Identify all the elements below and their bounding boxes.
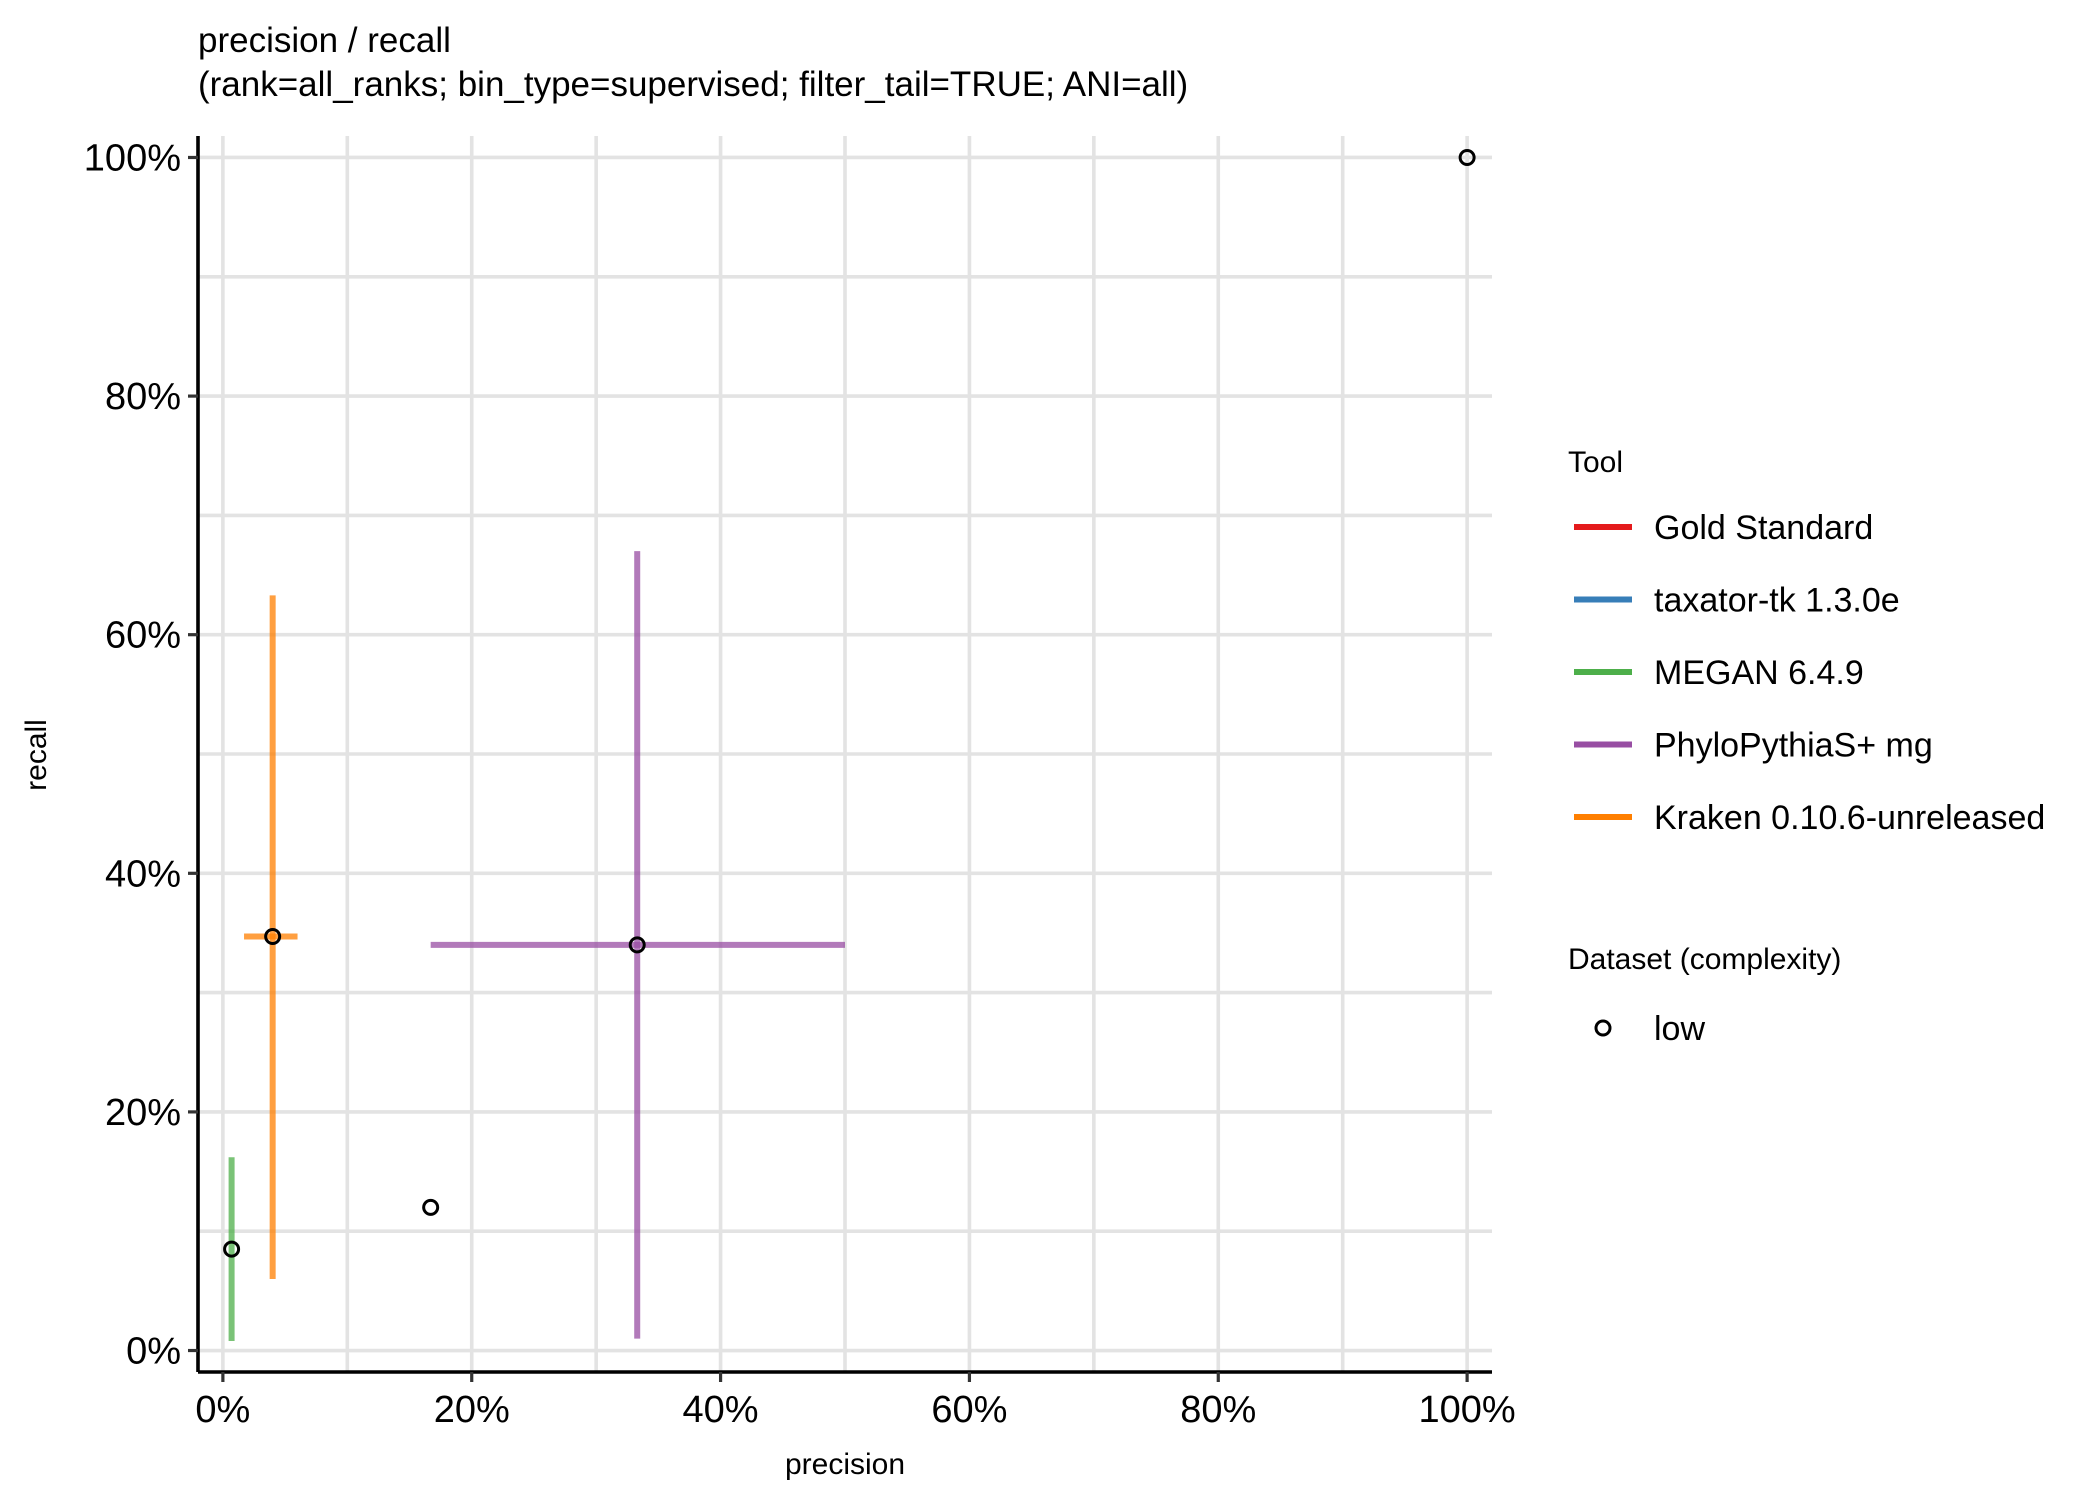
x-tick-label: 0% (195, 1389, 250, 1431)
gold-standard-point (1458, 148, 1476, 166)
kraken-0-10-6-unreleased-point (264, 928, 282, 946)
legend-tool-title: Tool (1568, 446, 1623, 479)
y-tick-label: 60% (105, 615, 181, 657)
tick-labels: 0% 20% 40% 60% 80% 100% 0% 20% 40% 60% 80% 100% (84, 137, 1516, 1431)
gridlines (198, 136, 1492, 1372)
megan-6-4-9-point (223, 1240, 241, 1258)
legend-dataset-label: low (1654, 1010, 1705, 1048)
legend-key-label: PhyloPythiaS+ mg (1654, 727, 1933, 765)
y-tick-label: 40% (105, 853, 181, 895)
axes (188, 136, 1492, 1382)
legend-key-label: taxator-tk 1.3.0e (1654, 582, 1900, 620)
legend-dataset-title: Dataset (complexity) (1568, 943, 1841, 976)
phylopythias-mg-point (628, 936, 646, 954)
taxator-tk-1-3-0e-point (422, 1198, 440, 1216)
y-tick-label: 80% (105, 376, 181, 418)
y-tick-label: 20% (105, 1092, 181, 1134)
x-tick-label: 20% (434, 1389, 510, 1431)
x-tick-label: 100% (1419, 1389, 1516, 1431)
y-tick-label: 0% (126, 1331, 181, 1373)
legend-key-label: Kraken 0.10.6-unreleased (1654, 799, 2045, 837)
x-tick-label: 60% (931, 1389, 1007, 1431)
legend-key-label: MEGAN 6.4.9 (1654, 654, 1864, 692)
legend-dataset-entries: low (1594, 1010, 1705, 1048)
data-marks (223, 148, 1476, 1341)
legend-dataset-marker (1594, 1019, 1612, 1037)
y-tick-label: 100% (84, 137, 181, 179)
chart-title: precision / recall (198, 21, 451, 60)
x-axis-title: precision (785, 1448, 905, 1481)
x-tick-label: 80% (1180, 1389, 1256, 1431)
chart-subtitle: (rank=all_ranks; bin_type=supervised; fi… (198, 65, 1188, 104)
y-axis-title: recall (20, 719, 53, 791)
legend-tool-entries: Gold Standard taxator-tk 1.3.0e MEGAN 6.4.… (1574, 509, 2045, 837)
legend: Tool Gold Standard taxator-tk 1.3.0e MEGAN… (1568, 446, 2045, 1048)
x-tick-label: 40% (683, 1389, 759, 1431)
legend-key-label: Gold Standard (1654, 509, 1873, 547)
